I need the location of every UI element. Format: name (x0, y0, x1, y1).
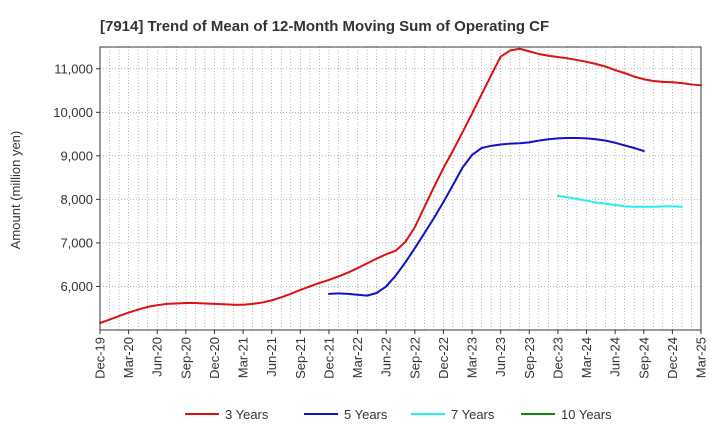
x-tick-label: Mar-22 (350, 337, 365, 378)
x-tick-label: Jun-23 (493, 337, 508, 377)
x-tick-label: Mar-21 (236, 337, 251, 378)
x-tick-label: Sep-23 (522, 337, 537, 379)
x-tick-label: Sep-24 (636, 337, 651, 379)
y-tick-label: 7,000 (60, 235, 93, 250)
y-tick-label: 6,000 (60, 279, 93, 294)
legend-label: 7 Years (451, 407, 495, 422)
y-tick-label: 8,000 (60, 192, 93, 207)
x-tick-label: Jun-20 (150, 337, 165, 377)
series-line-5-years (327, 137, 645, 297)
x-tick-label: Jun-22 (379, 337, 394, 377)
plot-frame (99, 46, 702, 331)
legend-label: 10 Years (561, 407, 612, 422)
x-tick-label: Mar-20 (121, 337, 136, 378)
grid-lines (100, 47, 701, 330)
series-line-3-years (99, 47, 702, 325)
x-tick-label: Sep-20 (178, 337, 193, 379)
y-axis-label: Amount (million yen) (8, 131, 23, 250)
x-tick-label: Sep-21 (293, 337, 308, 379)
x-tick-label: Jun-24 (608, 337, 623, 377)
y-tick-label: 9,000 (60, 148, 93, 163)
series-line-7-years (556, 194, 683, 208)
y-tick-label: 11,000 (54, 61, 93, 76)
series-layer (99, 47, 702, 325)
x-tick-label: Dec-23 (550, 337, 565, 379)
legend-label: 5 Years (344, 407, 388, 422)
legend-label: 3 Years (225, 407, 269, 422)
x-tick-label: Dec-22 (436, 337, 451, 379)
x-axis: Dec-19 Mar-20 Jun-20 Sep-20 Dec-20 Mar-21 Jun-… (93, 330, 709, 379)
x-tick-label: Mar-23 (465, 337, 480, 378)
x-tick-label: Mar-25 (694, 337, 709, 378)
x-tick-label: Dec-20 (207, 337, 222, 379)
x-tick-label: Sep-22 (407, 337, 422, 379)
x-tick-label: Jun-21 (264, 337, 279, 377)
x-tick-label: Dec-21 (321, 337, 336, 379)
plot-area (100, 47, 701, 330)
chart-title: [7914] Trend of Mean of 12-Month Moving … (100, 18, 549, 35)
x-tick-label: Dec-24 (665, 337, 680, 379)
y-axis: 6,000 7,000 8,000 9,000 10,000 11,000 (53, 61, 100, 294)
x-tick-label: Mar-24 (579, 337, 594, 378)
y-tick-label: 10,000 (53, 105, 93, 120)
legend: 3 Years 5 Years 7 Years 10 Years (185, 407, 612, 422)
x-tick-label: Dec-19 (93, 337, 108, 379)
